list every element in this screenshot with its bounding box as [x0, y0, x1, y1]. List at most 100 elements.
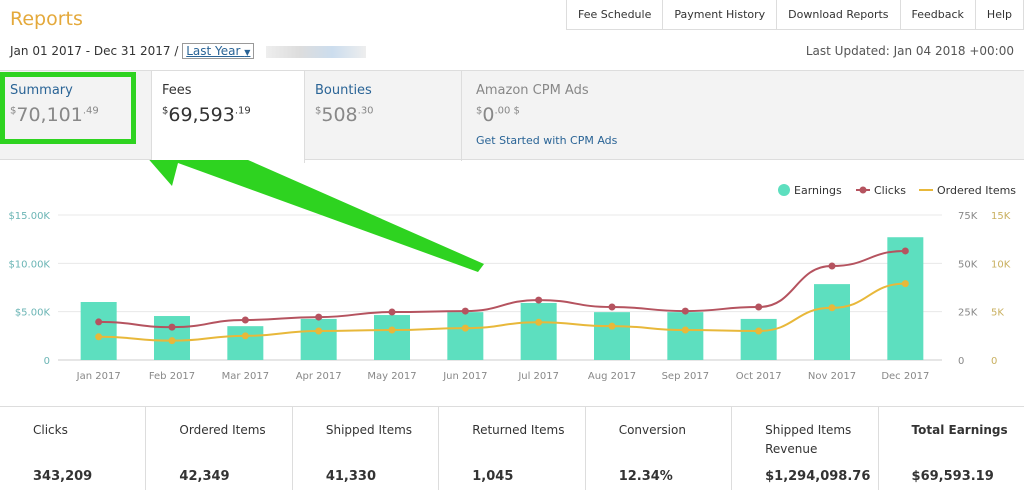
clicks-point — [168, 323, 176, 331]
ordered-tick: 5K — [991, 308, 1004, 319]
stat-returned-items: Returned Items 1,045 — [439, 407, 586, 490]
nav-fee-schedule[interactable]: Fee Schedule — [567, 0, 664, 29]
summary-highlight-box — [0, 72, 136, 144]
ordered-items-point — [755, 327, 763, 335]
clicks-point — [241, 316, 249, 324]
clicks-point — [461, 307, 469, 315]
x-tick: Sep 2017 — [662, 371, 709, 382]
stat-value: 1,045 — [472, 469, 514, 484]
ordered-items-point — [168, 337, 176, 345]
clicks-point — [681, 307, 689, 315]
earnings-bar — [300, 318, 337, 360]
stat-ordered-items: Ordered Items 42,349 — [146, 407, 293, 490]
clicks-point — [608, 303, 616, 311]
ordered-items-point — [535, 318, 543, 326]
earnings-bar — [227, 326, 264, 360]
x-tick: Jun 2017 — [442, 371, 487, 382]
tab-bounties[interactable]: Bounties $508.30 — [305, 71, 462, 161]
nav-download-reports[interactable]: Download Reports — [777, 0, 901, 29]
x-tick: Jan 2017 — [76, 371, 121, 382]
stat-value: 12.34% — [618, 469, 673, 484]
legend-clicks-icon — [859, 186, 867, 194]
stat-clicks: Clicks 343,209 — [0, 407, 147, 490]
x-tick: May 2017 — [367, 371, 416, 382]
stat-label: Clicks — [33, 423, 68, 437]
x-tick: Nov 2017 — [808, 371, 856, 382]
nav-feedback[interactable]: Feedback — [901, 0, 976, 29]
ordered-items-line — [98, 282, 906, 342]
clicks-point — [901, 247, 909, 255]
nav-help[interactable]: Help — [976, 0, 1024, 29]
stat-label: Shipped Items — [325, 423, 413, 437]
ordered-items-point — [95, 333, 103, 341]
clicks-point — [828, 262, 836, 270]
blurred-tracking-id — [266, 45, 367, 58]
dropdown-caret-icon: ▼ — [244, 48, 251, 57]
clicks-point — [315, 313, 323, 321]
stat-conversion: Conversion 12.34% — [586, 407, 733, 490]
stat-total-earnings: Total Earnings $69,593.19 — [879, 407, 1024, 490]
stat-label: Conversion — [618, 423, 686, 437]
tab-fees[interactable]: Fees $69,593.19 — [152, 71, 305, 163]
earnings-bar — [887, 237, 924, 360]
stat-label: Ordered Items — [179, 423, 266, 437]
cpm-amount: $0.00 $ — [476, 104, 520, 126]
ordered-items-point — [608, 322, 616, 330]
earnings-bar — [520, 302, 557, 360]
legend-clicks: Clicks — [874, 184, 906, 197]
tab-summary[interactable]: Summary $70,101.49 — [0, 71, 152, 161]
earnings-chart: 0 0 0 $5.00K 25K 5K $10.00K 50K 10K $15.00K 75K 15K… — [8, 160, 1016, 382]
cpm-get-started-link[interactable]: Get Started with CPM Ads — [476, 134, 618, 147]
date-row: Jan 01 2017 - Dec 31 2017 / Last Year ▼ — [10, 43, 367, 59]
x-tick: Feb 2017 — [149, 371, 195, 382]
summary-amount: $70,101.49 — [10, 104, 99, 126]
legend-earnings-icon — [778, 184, 790, 196]
date-range: Jan 01 2017 - Dec 31 2017 / — [10, 44, 179, 58]
clicks-point — [535, 296, 543, 304]
page-title: Reports — [10, 8, 83, 30]
ordered-items-point — [241, 332, 249, 340]
earnings-bar — [814, 284, 850, 360]
x-tick: Dec 2017 — [881, 371, 929, 382]
legend-ordered-items: Ordered Items — [937, 184, 1016, 197]
earnings-bar — [447, 312, 484, 360]
stat-value: $1,294,098.76 — [765, 469, 871, 484]
left-tick: $5.00K — [15, 308, 51, 319]
clicks-point — [95, 318, 103, 326]
ordered-items-point — [901, 280, 909, 288]
fees-amount: $69,593.19 — [162, 104, 251, 126]
stat-label: Shipped Items Revenue — [765, 423, 852, 456]
ordered-tick: 0 — [991, 356, 997, 367]
stat-value: $69,593.19 — [911, 469, 994, 484]
x-tick: Oct 2017 — [736, 371, 782, 382]
left-tick: $15.00K — [8, 211, 50, 222]
ordered-tick: 10K — [991, 259, 1011, 270]
clicks-point — [388, 308, 396, 316]
ordered-items-point — [388, 326, 396, 334]
stat-shipped-items-revenue: Shipped Items Revenue $1,294,098.76 — [732, 407, 879, 490]
ordered-items-point — [681, 326, 689, 334]
ordered-items-point — [828, 304, 836, 312]
stat-value: 42,349 — [179, 469, 230, 484]
tab-cpm-ads[interactable]: Amazon CPM Ads $0.00 $ Get Started with … — [462, 71, 1024, 161]
earnings-bar — [740, 318, 777, 360]
x-tick: Mar 2017 — [222, 371, 270, 382]
period-select[interactable]: Last Year ▼ — [182, 43, 255, 59]
last-updated: Last Updated: Jan 04 2018 +00:00 — [805, 44, 1014, 58]
top-nav: Fee Schedule Payment History Download Re… — [566, 0, 1024, 30]
clicks-tick: 0 — [958, 356, 964, 367]
earnings-bar — [374, 315, 410, 360]
stat-value: 343,209 — [33, 469, 93, 484]
stat-shipped-items: Shipped Items 41,330 — [293, 407, 440, 490]
stats-row: Clicks 343,209 Ordered Items 42,349 Shipped … — [0, 406, 1024, 490]
stat-value: 41,330 — [325, 469, 377, 484]
ordered-tick: 15K — [991, 211, 1011, 222]
nav-payment-history[interactable]: Payment History — [663, 0, 778, 29]
clicks-point — [755, 303, 763, 311]
earnings-bar — [667, 312, 704, 360]
earnings-bar — [594, 312, 630, 360]
clicks-tick: 25K — [958, 308, 978, 319]
ordered-items-point — [461, 324, 469, 332]
x-tick: Jul 2017 — [517, 371, 559, 382]
x-tick: Aug 2017 — [588, 371, 636, 382]
